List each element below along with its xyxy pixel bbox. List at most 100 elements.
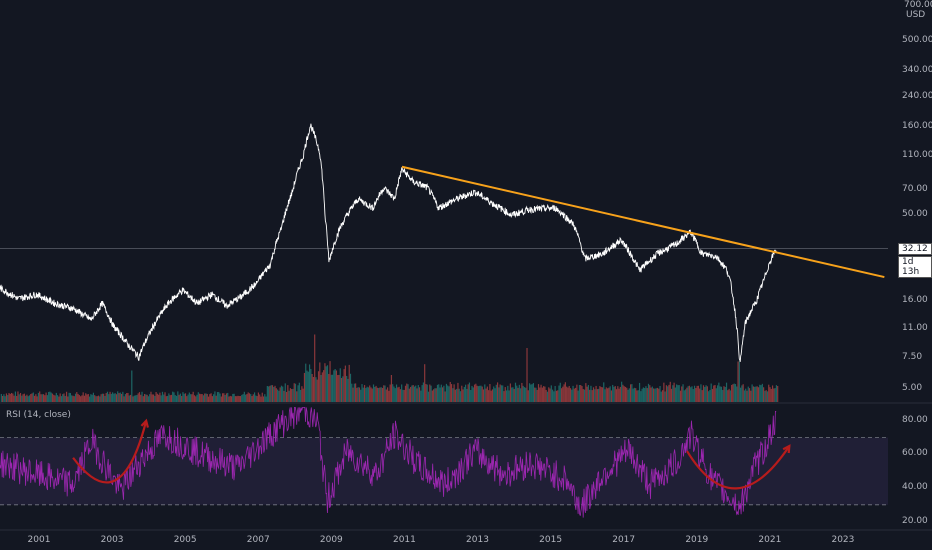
volume-bar <box>737 361 739 402</box>
volume-bar <box>475 383 477 402</box>
volume-bar <box>534 387 536 402</box>
time-tick-label: 2003 <box>100 535 124 545</box>
volume-bar <box>27 396 29 402</box>
volume-bar <box>536 389 538 402</box>
volume-bar <box>635 388 637 402</box>
volume-bar <box>410 386 412 402</box>
volume-bar <box>0 393 2 402</box>
volume-bar <box>770 388 772 402</box>
volume-bar <box>69 393 71 402</box>
volume-bar <box>337 375 339 402</box>
volume-bar <box>543 386 545 402</box>
volume-bar <box>617 386 619 402</box>
volume-bar <box>49 391 51 402</box>
price-tick-label: 11.00 <box>902 323 928 334</box>
volume-bar <box>200 394 202 402</box>
volume-bar <box>755 386 757 402</box>
volume-bar <box>386 387 389 402</box>
volume-bar <box>710 383 712 402</box>
volume-bar <box>273 386 275 402</box>
volume-bar <box>381 387 384 402</box>
volume-bar <box>724 387 726 402</box>
volume-bar <box>488 390 490 402</box>
volume-bar <box>690 387 692 402</box>
volume-bar <box>592 387 595 402</box>
volume-bar <box>135 395 137 402</box>
price-tick-label: 700.00 <box>904 0 932 10</box>
volume-bar <box>576 384 578 402</box>
volume-bar <box>190 394 192 402</box>
volume-bar <box>719 386 721 402</box>
volume-bar <box>522 385 524 402</box>
volume-bar <box>659 385 661 402</box>
volume-bar <box>39 391 41 402</box>
volume-bar <box>752 386 754 402</box>
volume-bar <box>145 394 147 402</box>
volume-bar <box>25 395 27 402</box>
volume-bar <box>580 384 582 402</box>
volume-bar <box>179 393 181 402</box>
volume-bar <box>708 391 710 402</box>
volume-bar <box>329 361 331 402</box>
rsi-line <box>0 407 777 518</box>
volume-bar <box>282 386 284 402</box>
volume-bar <box>558 385 560 402</box>
volume-bar <box>769 387 771 402</box>
volume-bar <box>725 382 728 402</box>
volume-bar <box>618 388 620 402</box>
volume-bar <box>140 394 142 402</box>
volume-bar <box>768 384 770 402</box>
volume-bar <box>491 389 494 402</box>
volume-bar <box>7 395 9 402</box>
volume-bar <box>653 388 655 402</box>
volume-bar <box>184 393 187 402</box>
volume-bar <box>163 394 165 402</box>
volume-bar <box>651 386 653 402</box>
volume-bar <box>32 392 34 402</box>
volume-bar <box>312 376 315 402</box>
volume-bar <box>450 384 453 402</box>
volume-bar <box>465 384 467 402</box>
volume-bar <box>283 390 285 402</box>
volume-bar <box>645 386 647 402</box>
volume-bar <box>656 387 659 402</box>
volume-bar <box>586 386 588 402</box>
volume-bar <box>774 388 776 402</box>
volume-bar <box>577 390 579 402</box>
volume-bar <box>412 385 414 402</box>
volume-bar <box>526 348 528 402</box>
volume-bar <box>291 389 293 402</box>
volume-bar <box>132 396 134 402</box>
volume-bar <box>709 389 711 402</box>
volume-bar <box>356 387 358 402</box>
volume-bar <box>706 386 708 402</box>
volume-bar <box>713 385 715 402</box>
volume-bar <box>154 395 156 402</box>
volume-bar <box>35 394 37 402</box>
volume-bar <box>198 393 201 402</box>
volume-bar <box>404 385 407 402</box>
volume-bar <box>334 368 336 402</box>
price-panel <box>0 123 885 362</box>
volume-bar <box>472 387 474 402</box>
volume-bar <box>376 387 378 402</box>
volume-bar <box>113 393 115 402</box>
volume-bar <box>82 392 84 402</box>
volume-bar <box>4 396 6 402</box>
volume-bar <box>757 387 760 402</box>
volume-bar <box>646 388 648 402</box>
time-tick-label: 2005 <box>173 535 197 545</box>
price-tick-label: 70.00 <box>902 183 928 194</box>
volume-bar <box>596 389 598 402</box>
volume-bar <box>330 374 332 402</box>
volume-bar <box>289 388 291 402</box>
volume-bar <box>490 390 492 402</box>
volume-bar <box>122 391 124 402</box>
volume-bar <box>587 385 589 402</box>
volume-bar <box>234 396 236 402</box>
volume-bar <box>209 394 211 402</box>
volume-bar <box>138 392 141 402</box>
volume-bar <box>28 395 31 402</box>
volume-bar <box>266 385 268 402</box>
